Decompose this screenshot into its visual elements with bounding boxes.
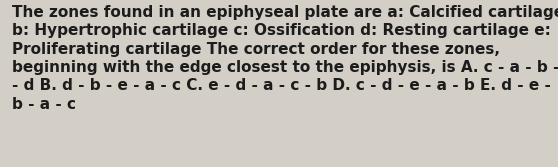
Text: The zones found in an epiphyseal plate are a: Calcified cartilage
b: Hypertrophi: The zones found in an epiphyseal plate a…	[12, 5, 558, 112]
